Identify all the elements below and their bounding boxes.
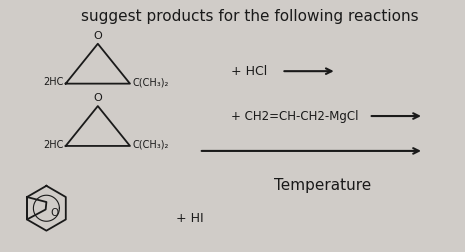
Text: suggest products for the following reactions: suggest products for the following react… xyxy=(80,9,418,24)
Text: O: O xyxy=(93,31,102,41)
Text: + CH2=CH-CH2-MgCl: + CH2=CH-CH2-MgCl xyxy=(231,110,359,122)
Text: 2HC: 2HC xyxy=(43,140,63,150)
Text: 2HC: 2HC xyxy=(43,77,63,87)
Text: O: O xyxy=(51,208,59,218)
Text: C(CH₃)₂: C(CH₃)₂ xyxy=(132,77,169,87)
Text: + HI: + HI xyxy=(176,212,204,225)
Text: + HCl: + HCl xyxy=(231,65,267,78)
Text: O: O xyxy=(93,93,102,103)
Text: C(CH₃)₂: C(CH₃)₂ xyxy=(132,140,169,150)
Text: Temperature: Temperature xyxy=(274,178,372,193)
